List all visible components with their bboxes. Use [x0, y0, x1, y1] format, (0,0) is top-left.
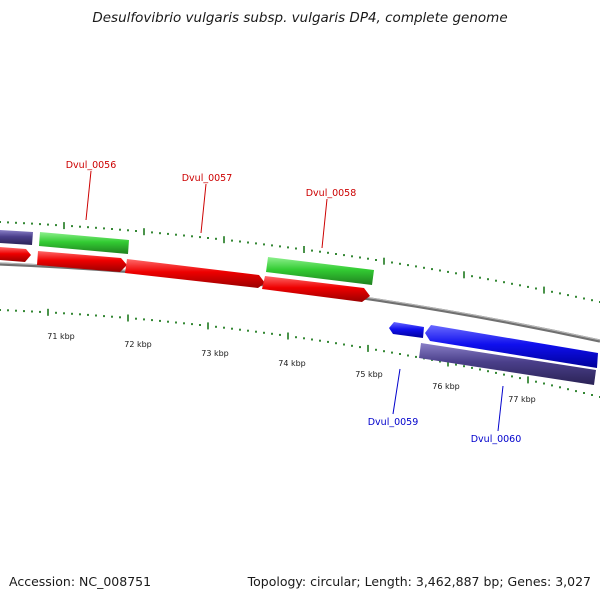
leader-line-dvul-0059 [392, 368, 401, 415]
scale-label-71kbp: 71 kbp [47, 332, 75, 341]
gene-label-dvul-0058[interactable]: Dvul_0058 [306, 188, 357, 199]
topology-summary-text: Topology: circular; Length: 3,462,887 bp… [247, 574, 591, 589]
scale-label-73kbp: 73 kbp [201, 349, 229, 358]
cds-left-edge-forward[interactable] [0, 247, 31, 262]
scale-label-72kbp: 72 kbp [124, 340, 152, 349]
feature-dvul-0056[interactable] [39, 232, 129, 254]
feature-left-edge-purple[interactable] [0, 230, 33, 245]
cds-dvul-0056[interactable] [37, 251, 127, 272]
outer-tick-marks [0, 221, 600, 303]
map-title: Desulfovibrio vulgaris subsp. vulgaris D… [92, 10, 507, 26]
cds-dvul-0059[interactable] [389, 322, 424, 338]
gene-label-dvul-0060[interactable]: Dvul_0060 [471, 434, 522, 445]
leader-line-dvul-0057 [200, 183, 207, 234]
inner-tick-marks [0, 308, 600, 398]
accession-text: Accession: NC_008751 [9, 574, 151, 589]
feature-dvul-0060-inner[interactable] [419, 343, 596, 385]
leader-line-dvul-0058 [321, 198, 328, 249]
leader-line-dvul-0056 [85, 170, 92, 221]
gene-label-dvul-0057[interactable]: Dvul_0057 [182, 173, 233, 184]
leader-line-dvul-0060 [497, 385, 504, 432]
cds-dvul-0060[interactable] [425, 325, 598, 368]
scale-label-76kbp: 76 kbp [432, 382, 460, 391]
scale-label-74kbp: 74 kbp [278, 359, 306, 368]
feature-dvul-0058[interactable] [266, 257, 374, 285]
cds-dvul-0058[interactable] [262, 276, 370, 302]
gene-label-dvul-0059[interactable]: Dvul_0059 [368, 417, 419, 428]
scale-label-75kbp: 75 kbp [355, 370, 383, 379]
scale-label-77kbp: 77 kbp [508, 395, 536, 404]
gene-label-dvul-0056[interactable]: Dvul_0056 [66, 160, 117, 171]
cds-dvul-0057[interactable] [125, 259, 265, 288]
